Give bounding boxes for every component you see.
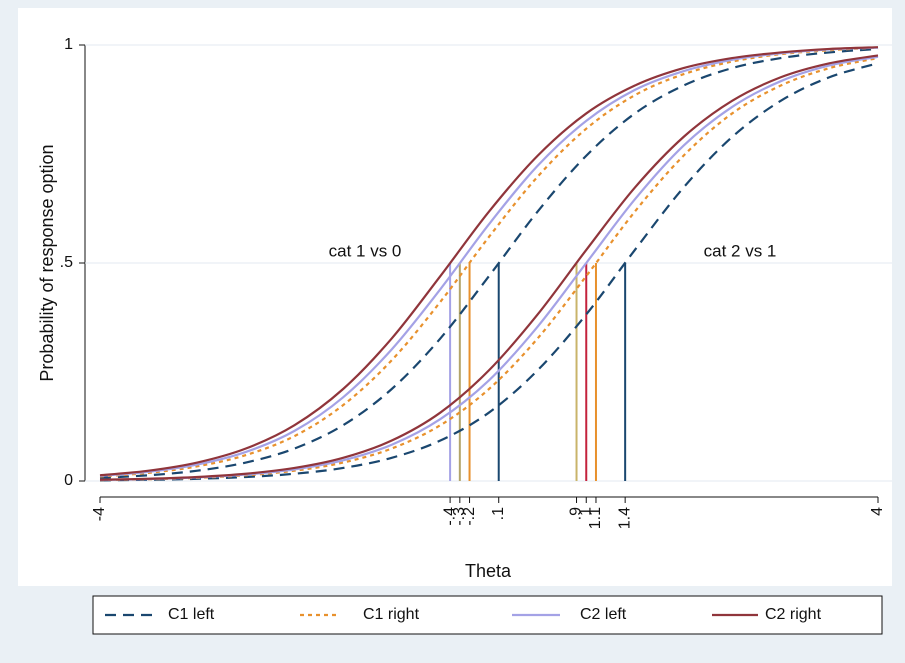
x-tick-label: 1.4 bbox=[616, 507, 633, 529]
curve bbox=[99, 46, 879, 477]
legend-label: C1 left bbox=[168, 606, 215, 623]
y-axis-title: Probability of response option bbox=[37, 144, 57, 381]
y-tick-label: 1 bbox=[64, 36, 73, 53]
curve bbox=[99, 62, 879, 482]
x-tick-label: -.4 bbox=[441, 507, 458, 526]
x-tick-label: .1 bbox=[490, 507, 507, 520]
x-tick-label: 1.1 bbox=[587, 507, 604, 529]
legend-label: C2 left bbox=[580, 606, 627, 623]
curve bbox=[99, 46, 879, 478]
x-tick-label: -.3 bbox=[451, 507, 468, 526]
y-tick-label: 0 bbox=[64, 472, 73, 489]
curve bbox=[99, 54, 879, 481]
y-tick-label: .5 bbox=[60, 254, 73, 271]
curve bbox=[99, 46, 879, 477]
x-tick-label: .9 bbox=[568, 507, 585, 520]
annotation: cat 1 vs 0 bbox=[329, 241, 402, 260]
legend-label: C1 right bbox=[363, 606, 420, 623]
legend-label: C2 right bbox=[765, 606, 822, 623]
annotation: cat 2 vs 1 bbox=[704, 241, 777, 260]
plot-region bbox=[18, 8, 892, 586]
curve bbox=[99, 47, 879, 479]
x-tick-label: 1 bbox=[577, 507, 594, 516]
x-tick-label: 4 bbox=[869, 507, 886, 516]
x-tick-label: -4 bbox=[91, 507, 108, 521]
x-axis-title: Theta bbox=[465, 561, 512, 581]
x-tick-label: -.2 bbox=[461, 507, 478, 526]
